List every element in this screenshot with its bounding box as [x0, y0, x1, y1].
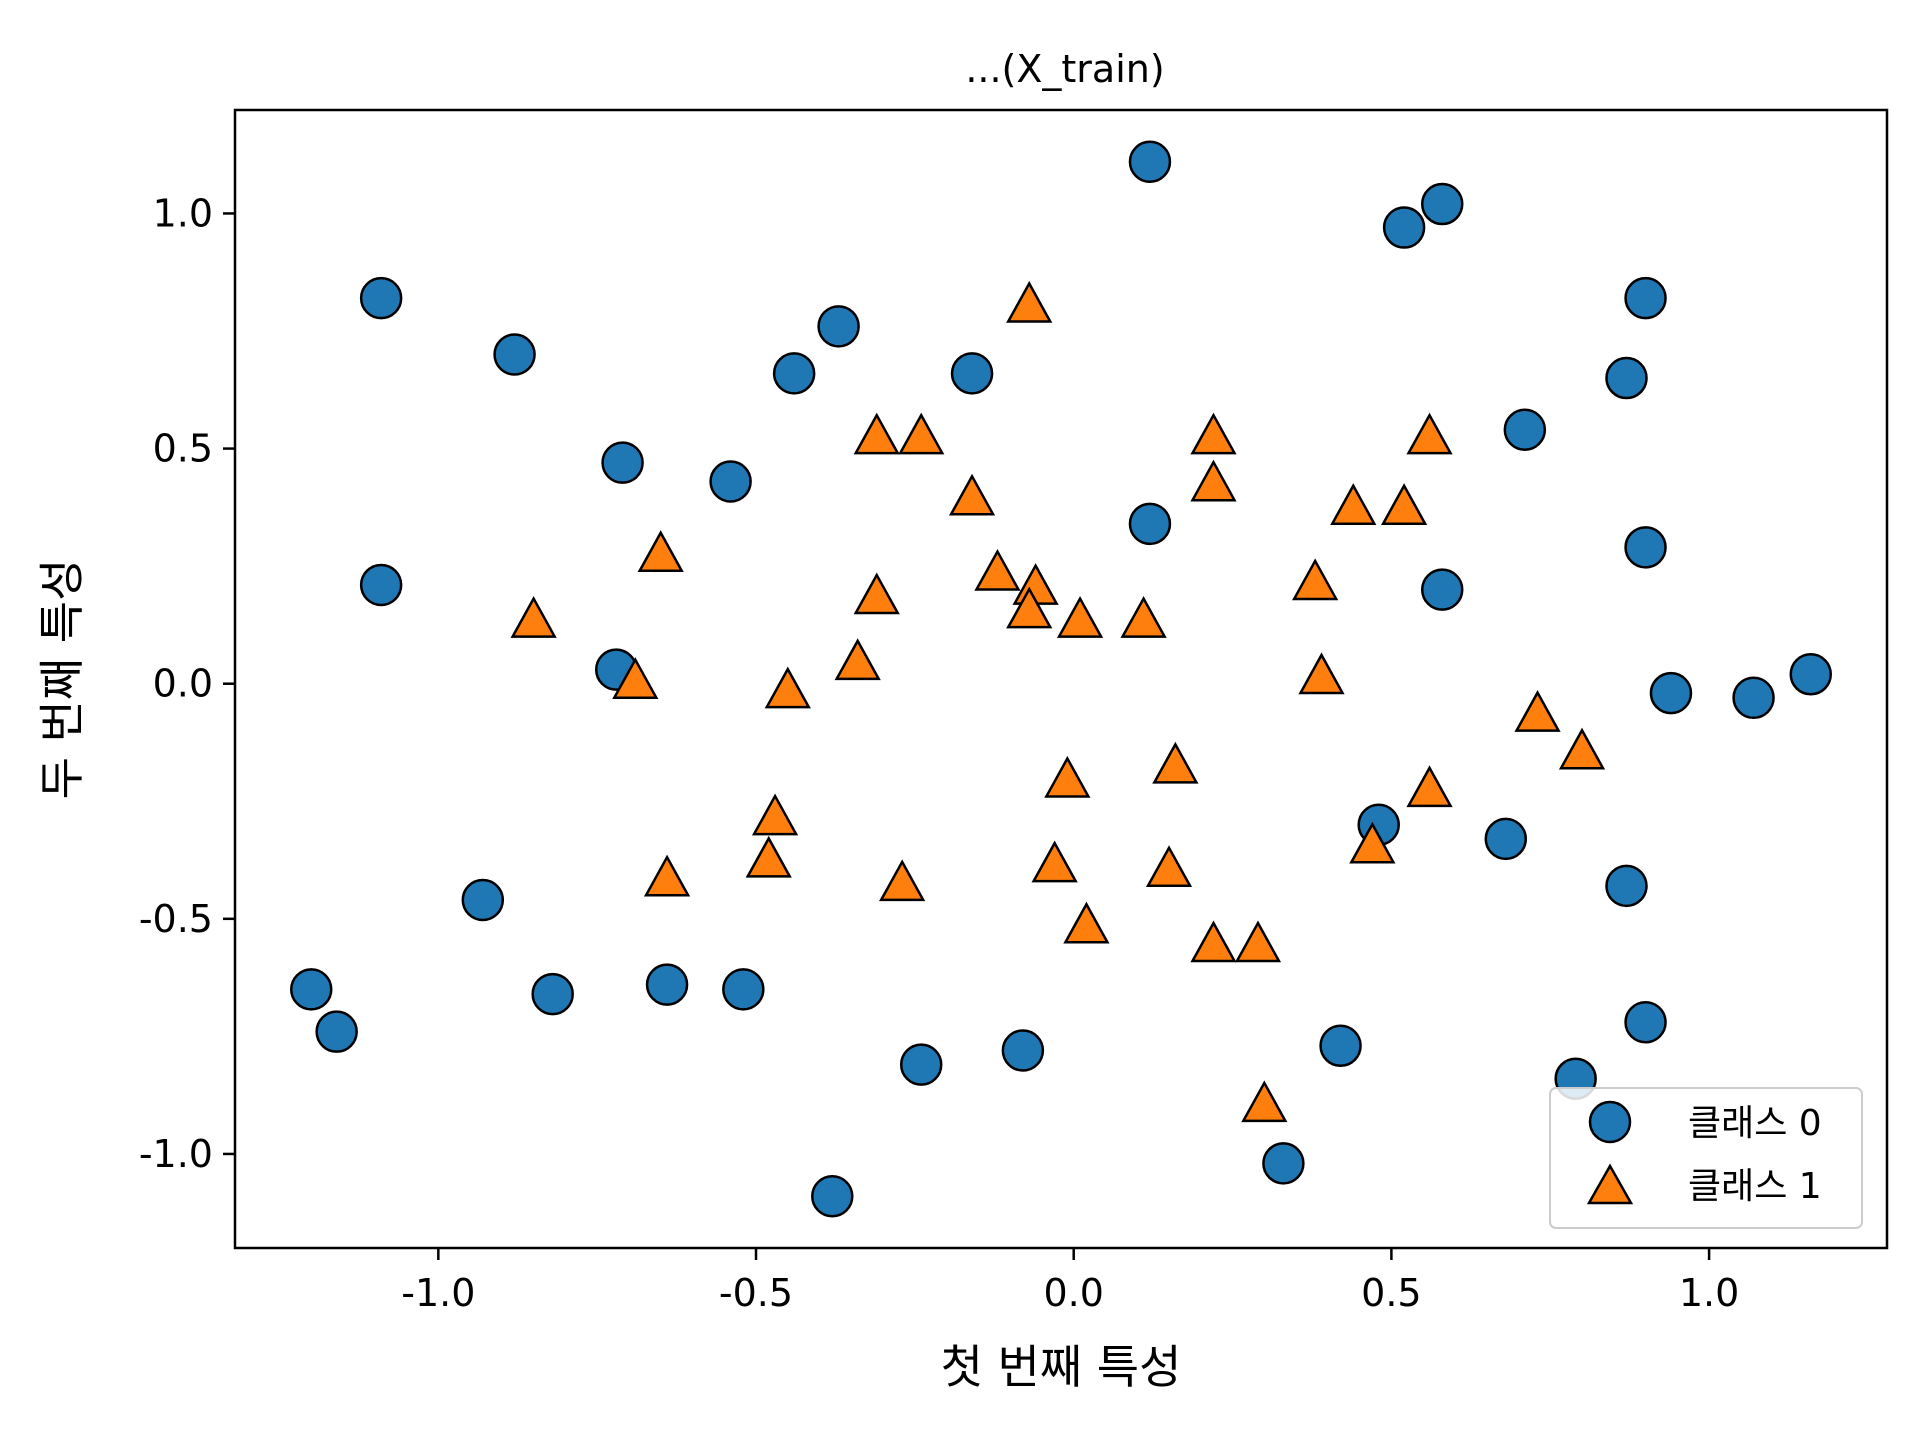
- y-tick-label: -0.5: [139, 897, 213, 941]
- data-point-circle: [1128, 140, 1172, 183]
- data-point-triangle: [1292, 558, 1339, 601]
- data-point-circle: [1624, 276, 1667, 320]
- series-0: [289, 140, 1833, 1218]
- data-point-triangle: [643, 854, 691, 897]
- legend-label-class0: 클래스 0: [1688, 1103, 1822, 1144]
- x-tick-label: -0.5: [719, 1271, 793, 1315]
- data-point-circle: [1624, 526, 1667, 569]
- data-point-triangle: [1330, 483, 1377, 525]
- y-axis-label: 두 번째 특성: [35, 559, 89, 800]
- y-tick-label: 0.0: [153, 662, 213, 706]
- data-point-circle: [1262, 1142, 1305, 1185]
- data-point-circle: [950, 352, 994, 395]
- data-point-triangle: [764, 666, 811, 709]
- x-tick-label: 0.0: [1043, 1271, 1103, 1315]
- data-point-circle: [1128, 502, 1172, 546]
- data-point-triangle: [834, 638, 881, 681]
- data-point-circle: [1732, 676, 1775, 720]
- data-point-triangle: [1241, 1080, 1288, 1123]
- y-tick-label: -1.0: [139, 1132, 213, 1176]
- data-point-triangle: [1349, 821, 1396, 864]
- data-point-circle: [359, 276, 403, 320]
- data-point-circle: [817, 305, 860, 348]
- data-point-triangle: [1012, 563, 1059, 605]
- data-point-circle: [493, 333, 536, 376]
- data-point-triangle: [1298, 652, 1345, 695]
- data-point-circle: [772, 352, 816, 395]
- data-point-triangle: [745, 835, 792, 878]
- data-point-triangle: [637, 530, 684, 572]
- data-point-circle: [899, 1043, 943, 1086]
- data-point-circle: [1503, 408, 1547, 452]
- data-point-triangle: [1190, 920, 1237, 963]
- data-point-circle: [315, 1010, 358, 1053]
- plot-frame: [233, 108, 1889, 1250]
- data-point-circle: [531, 972, 574, 1016]
- data-point-circle: [1484, 817, 1528, 861]
- data-point-triangle: [879, 859, 926, 902]
- data-point-circle: [1649, 671, 1693, 715]
- data-point-triangle: [751, 793, 799, 836]
- data-point-triangle: [510, 595, 557, 638]
- data-point-triangle: [898, 412, 945, 455]
- data-point-triangle: [1031, 840, 1078, 883]
- data-point-triangle: [1190, 412, 1237, 455]
- legend: 클래스 0 클래스 1: [1549, 1087, 1863, 1229]
- data-point-circle: [359, 563, 403, 607]
- data-point-circle: [1001, 1029, 1045, 1072]
- x-axis-label: 첫 번째 특성: [941, 1340, 1182, 1394]
- data-point-triangle: [1406, 412, 1453, 455]
- legend-label-class1: 클래스 1: [1688, 1166, 1822, 1207]
- data-point-triangle: [1558, 727, 1606, 770]
- y-axis: -1.0 -0.5 0.0 0.5 1.0: [139, 191, 235, 1176]
- x-tick-label: 0.5: [1361, 1271, 1421, 1315]
- series-1: [510, 280, 1606, 1123]
- legend-marker-class0: [1588, 1100, 1632, 1144]
- data-point-circle: [1789, 653, 1833, 696]
- data-point-triangle: [1145, 845, 1193, 888]
- data-point-triangle: [612, 657, 659, 699]
- data-point-circle: [1605, 864, 1648, 908]
- data-point-circle: [1624, 1001, 1667, 1044]
- data-point-circle: [811, 1175, 854, 1218]
- data-point-circle: [709, 460, 752, 503]
- data-point-triangle: [1152, 741, 1199, 784]
- x-tick-label: -1.0: [401, 1271, 475, 1315]
- x-tick-label: 1.0: [1679, 1271, 1739, 1315]
- data-point-triangle: [1120, 595, 1167, 638]
- data-point-circle: [722, 968, 765, 1011]
- data-point-circle: [1420, 182, 1464, 226]
- x-axis: -1.0 -0.5 0.0 0.5 1.0: [401, 1248, 1739, 1315]
- data-point-triangle: [853, 412, 900, 455]
- data-point-triangle: [1006, 280, 1053, 323]
- data-point-triangle: [1006, 586, 1053, 629]
- y-tick-label: 1.0: [153, 191, 213, 235]
- y-tick-label: 0.5: [153, 427, 213, 471]
- data-point-circle: [461, 878, 505, 922]
- data-point-circle: [1319, 1024, 1362, 1068]
- data-point-triangle: [1056, 595, 1104, 638]
- data-point-triangle: [1063, 901, 1110, 944]
- data-point-circle: [289, 968, 333, 1011]
- data-point-triangle: [1380, 483, 1428, 525]
- data-point-triangle: [948, 473, 996, 516]
- data-point-circle: [645, 963, 689, 1006]
- data-point-triangle: [1234, 920, 1282, 963]
- data-point-circle: [1605, 356, 1648, 400]
- data-point-circle: [601, 441, 644, 484]
- data-point-triangle: [974, 548, 1021, 591]
- data-point-triangle: [1406, 765, 1453, 808]
- plot-area: [289, 140, 1833, 1218]
- data-point-circle: [1420, 568, 1464, 611]
- chart-title: ...(X_train): [965, 47, 1164, 91]
- legend-marker-class1: [1586, 1163, 1634, 1205]
- data-point-circle: [1382, 206, 1426, 249]
- data-point-triangle: [1044, 755, 1091, 798]
- data-point-triangle: [853, 572, 900, 615]
- data-point-triangle: [1514, 690, 1561, 732]
- data-point-triangle: [1190, 459, 1237, 502]
